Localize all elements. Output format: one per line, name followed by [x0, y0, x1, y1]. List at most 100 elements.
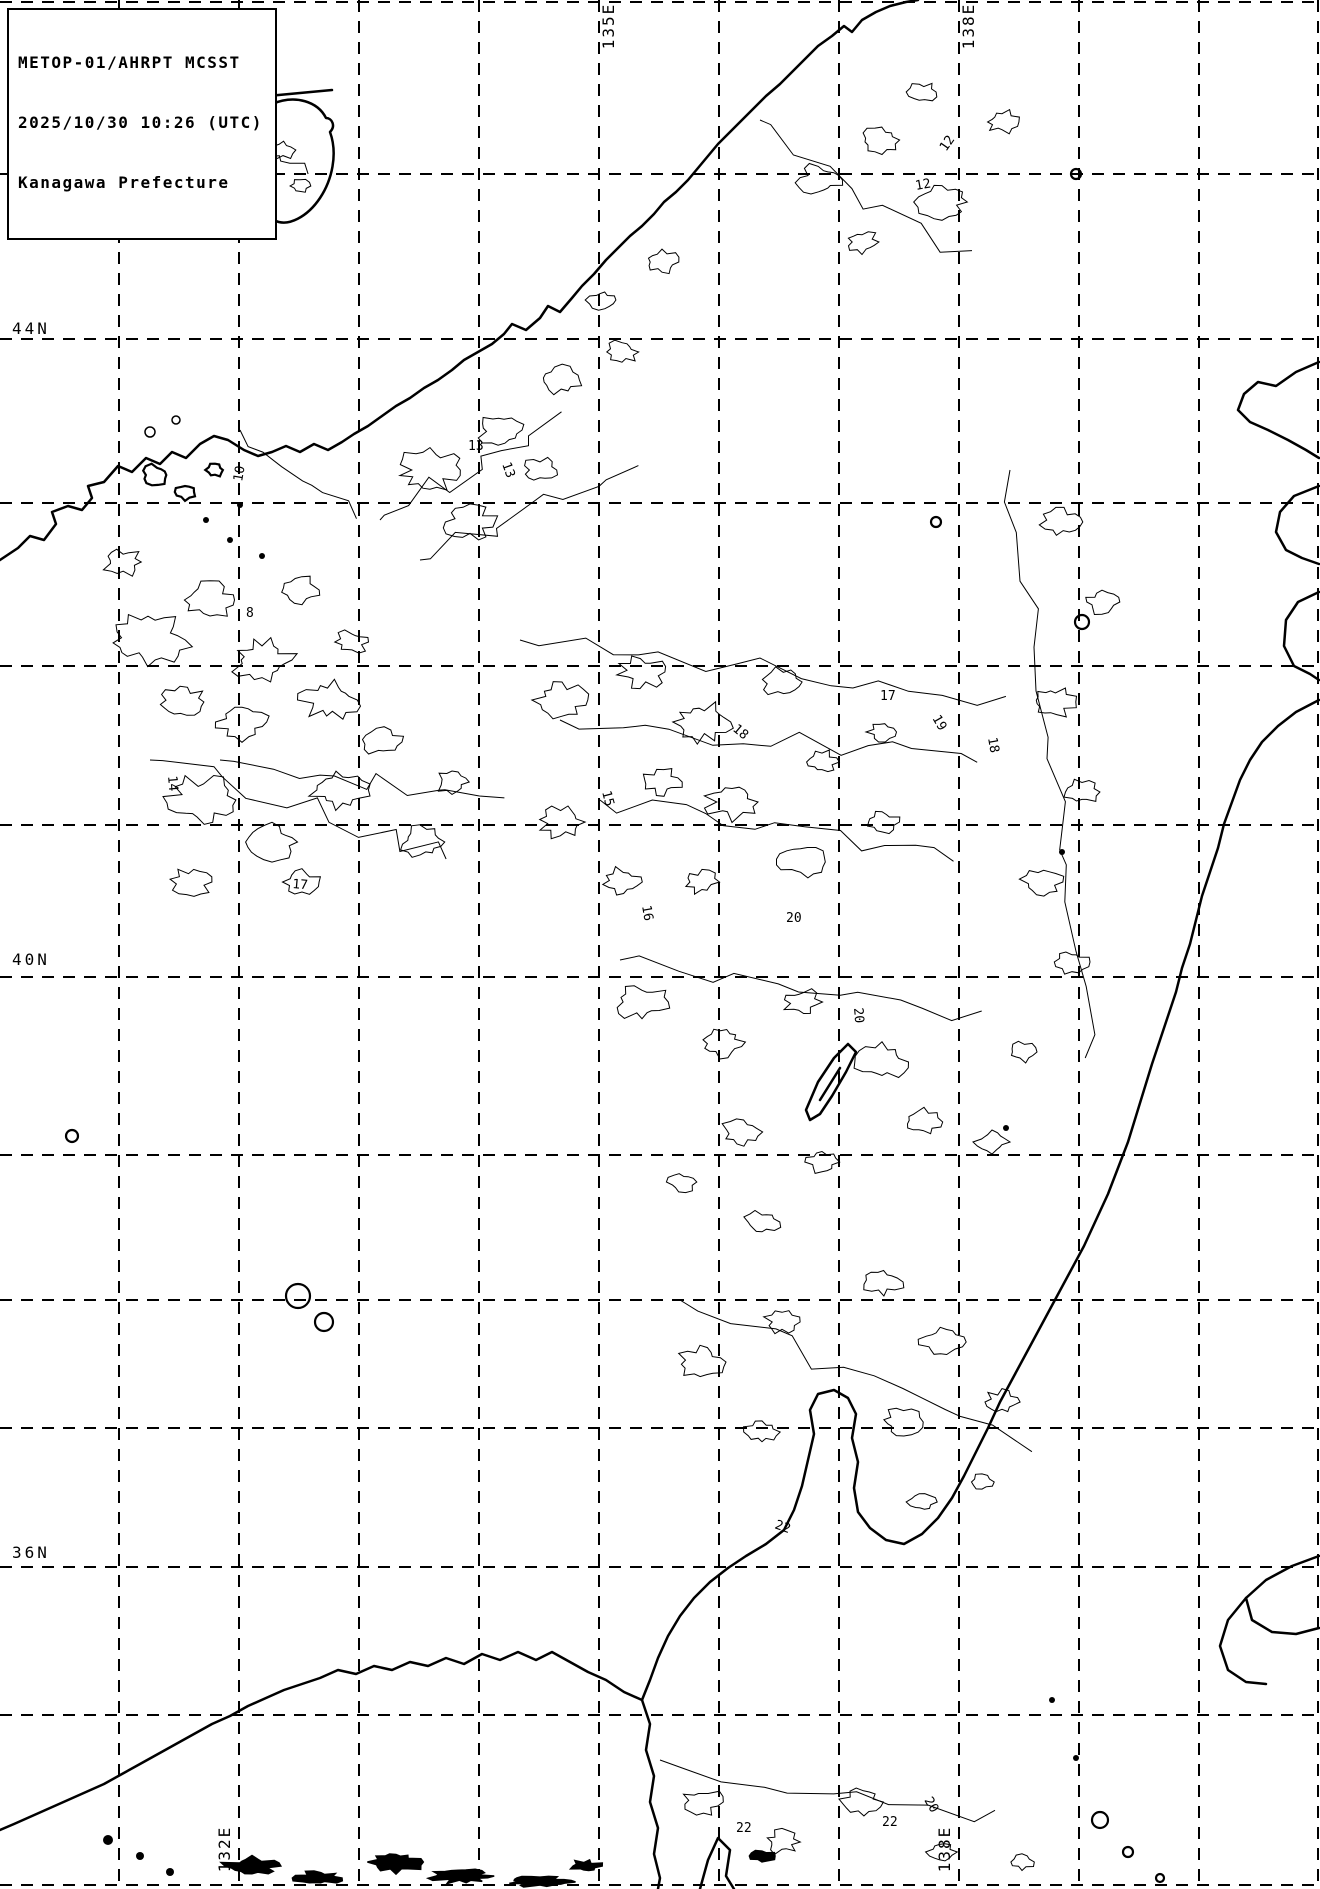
longitude-label: 132E — [215, 1825, 234, 1873]
coastline-path — [1244, 1554, 1320, 1636]
contour-value-label: 12 — [914, 176, 932, 193]
longitude-label: 135E — [599, 2, 618, 50]
coastline-path — [1236, 360, 1320, 460]
sst-contour — [684, 868, 721, 896]
sst-contour — [972, 1129, 1012, 1155]
island-dot — [1059, 849, 1065, 855]
contour-value-label: 13 — [468, 439, 484, 454]
island-dot — [103, 1835, 113, 1845]
sst-contour — [924, 1843, 959, 1862]
inland-sea-island — [291, 1870, 344, 1884]
sst-contour — [782, 988, 824, 1015]
sst-contour — [214, 706, 270, 743]
latitude-label: 40N — [10, 950, 52, 969]
info-box: METOP-01/AHRPT MCSST 2025/10/30 10:26 (U… — [7, 8, 277, 240]
info-datetime-line: 2025/10/30 10:26 (UTC) — [18, 113, 263, 132]
inland-sea-island — [748, 1849, 776, 1863]
contour-value-label: 22 — [736, 1821, 752, 1836]
sst-contour — [183, 580, 236, 617]
coastline-path — [818, 1066, 842, 1102]
sst-contour — [398, 446, 461, 491]
coastline-path — [0, 698, 1320, 1832]
sst-contour — [721, 1118, 764, 1147]
sst-contour — [677, 1344, 727, 1378]
sst-contour — [642, 768, 683, 797]
island-dot — [166, 1868, 174, 1876]
inland-sea-island — [367, 1853, 425, 1876]
sst-contour — [766, 1827, 802, 1856]
contour-value-label: 18 — [984, 736, 1001, 754]
sst-contour — [159, 685, 205, 716]
inland-sea-island — [509, 1875, 576, 1888]
sst-contour — [281, 575, 321, 606]
sst-contour — [1010, 1040, 1038, 1064]
sst-contour — [1038, 506, 1084, 537]
contour-value-label: 10 — [231, 465, 248, 483]
sst-contour — [743, 1209, 782, 1233]
sst-contour — [838, 1787, 885, 1817]
sst-isotherm — [679, 1299, 1033, 1453]
sst-isotherm — [599, 799, 954, 862]
sst-contour — [102, 548, 143, 577]
sst-isotherm — [1003, 469, 1096, 1059]
inland-sea-island — [425, 1868, 495, 1885]
info-region-line: Kanagawa Prefecture — [18, 173, 230, 192]
longitude-label: 138E — [959, 2, 978, 50]
longitude-label: 138E — [935, 1825, 954, 1873]
sst-contour — [905, 82, 938, 102]
sst-contour — [866, 810, 901, 835]
sst-contour — [703, 786, 759, 824]
sst-contour — [530, 681, 590, 720]
contour-value-label: 14 — [164, 775, 180, 792]
sst-isotherm — [659, 1759, 996, 1823]
sst-isotherm — [559, 719, 978, 763]
island-outline — [1154, 1872, 1166, 1884]
sst-contour — [647, 248, 680, 275]
sst-contour — [477, 416, 525, 446]
sst-contour — [970, 1473, 995, 1490]
sst-contour — [794, 162, 844, 195]
sst-contour — [399, 824, 446, 858]
contour-value-label: 22 — [773, 1518, 793, 1537]
sst-contour — [333, 629, 370, 654]
inland-sea-island — [219, 1854, 283, 1875]
sst-contour — [1010, 1853, 1035, 1872]
island-outline — [284, 1282, 312, 1310]
island-outline — [64, 1128, 80, 1144]
island-outline — [1121, 1845, 1135, 1859]
island-outline — [203, 462, 225, 478]
island-outline — [1073, 613, 1091, 631]
sst-contour — [281, 868, 322, 895]
info-satellite-line: METOP-01/AHRPT MCSST — [18, 53, 241, 72]
sst-isotherm — [219, 759, 505, 799]
sst-contour — [862, 126, 901, 156]
sst-contour — [168, 868, 213, 897]
contour-value-label: 17 — [880, 689, 896, 704]
coastline-path — [804, 1042, 858, 1122]
coastline-path — [698, 1836, 736, 1889]
latitude-label: 44N — [10, 319, 52, 338]
sst-contour — [913, 184, 969, 221]
sst-isotherm — [239, 429, 357, 519]
contour-value-label: 12 — [937, 133, 958, 154]
sst-contour — [538, 805, 587, 840]
sst-contour — [289, 178, 312, 193]
sst-contour — [245, 821, 299, 863]
sst-contour — [682, 1790, 724, 1816]
sst-contour — [437, 770, 471, 796]
island-outline — [141, 462, 168, 487]
sst-contour — [906, 1106, 944, 1135]
coastline-path — [1282, 590, 1320, 682]
sst-isotherm — [619, 955, 982, 1022]
island-outline — [929, 515, 943, 529]
contour-value-label: 20 — [850, 1007, 866, 1024]
island-outline — [313, 1311, 335, 1333]
coastline-path — [1218, 1596, 1268, 1686]
sst-contour — [671, 700, 734, 745]
sst-contour — [442, 503, 499, 541]
sst-isotherm — [759, 119, 973, 253]
sst-contour — [761, 666, 803, 696]
sst-isotherm — [379, 411, 562, 521]
